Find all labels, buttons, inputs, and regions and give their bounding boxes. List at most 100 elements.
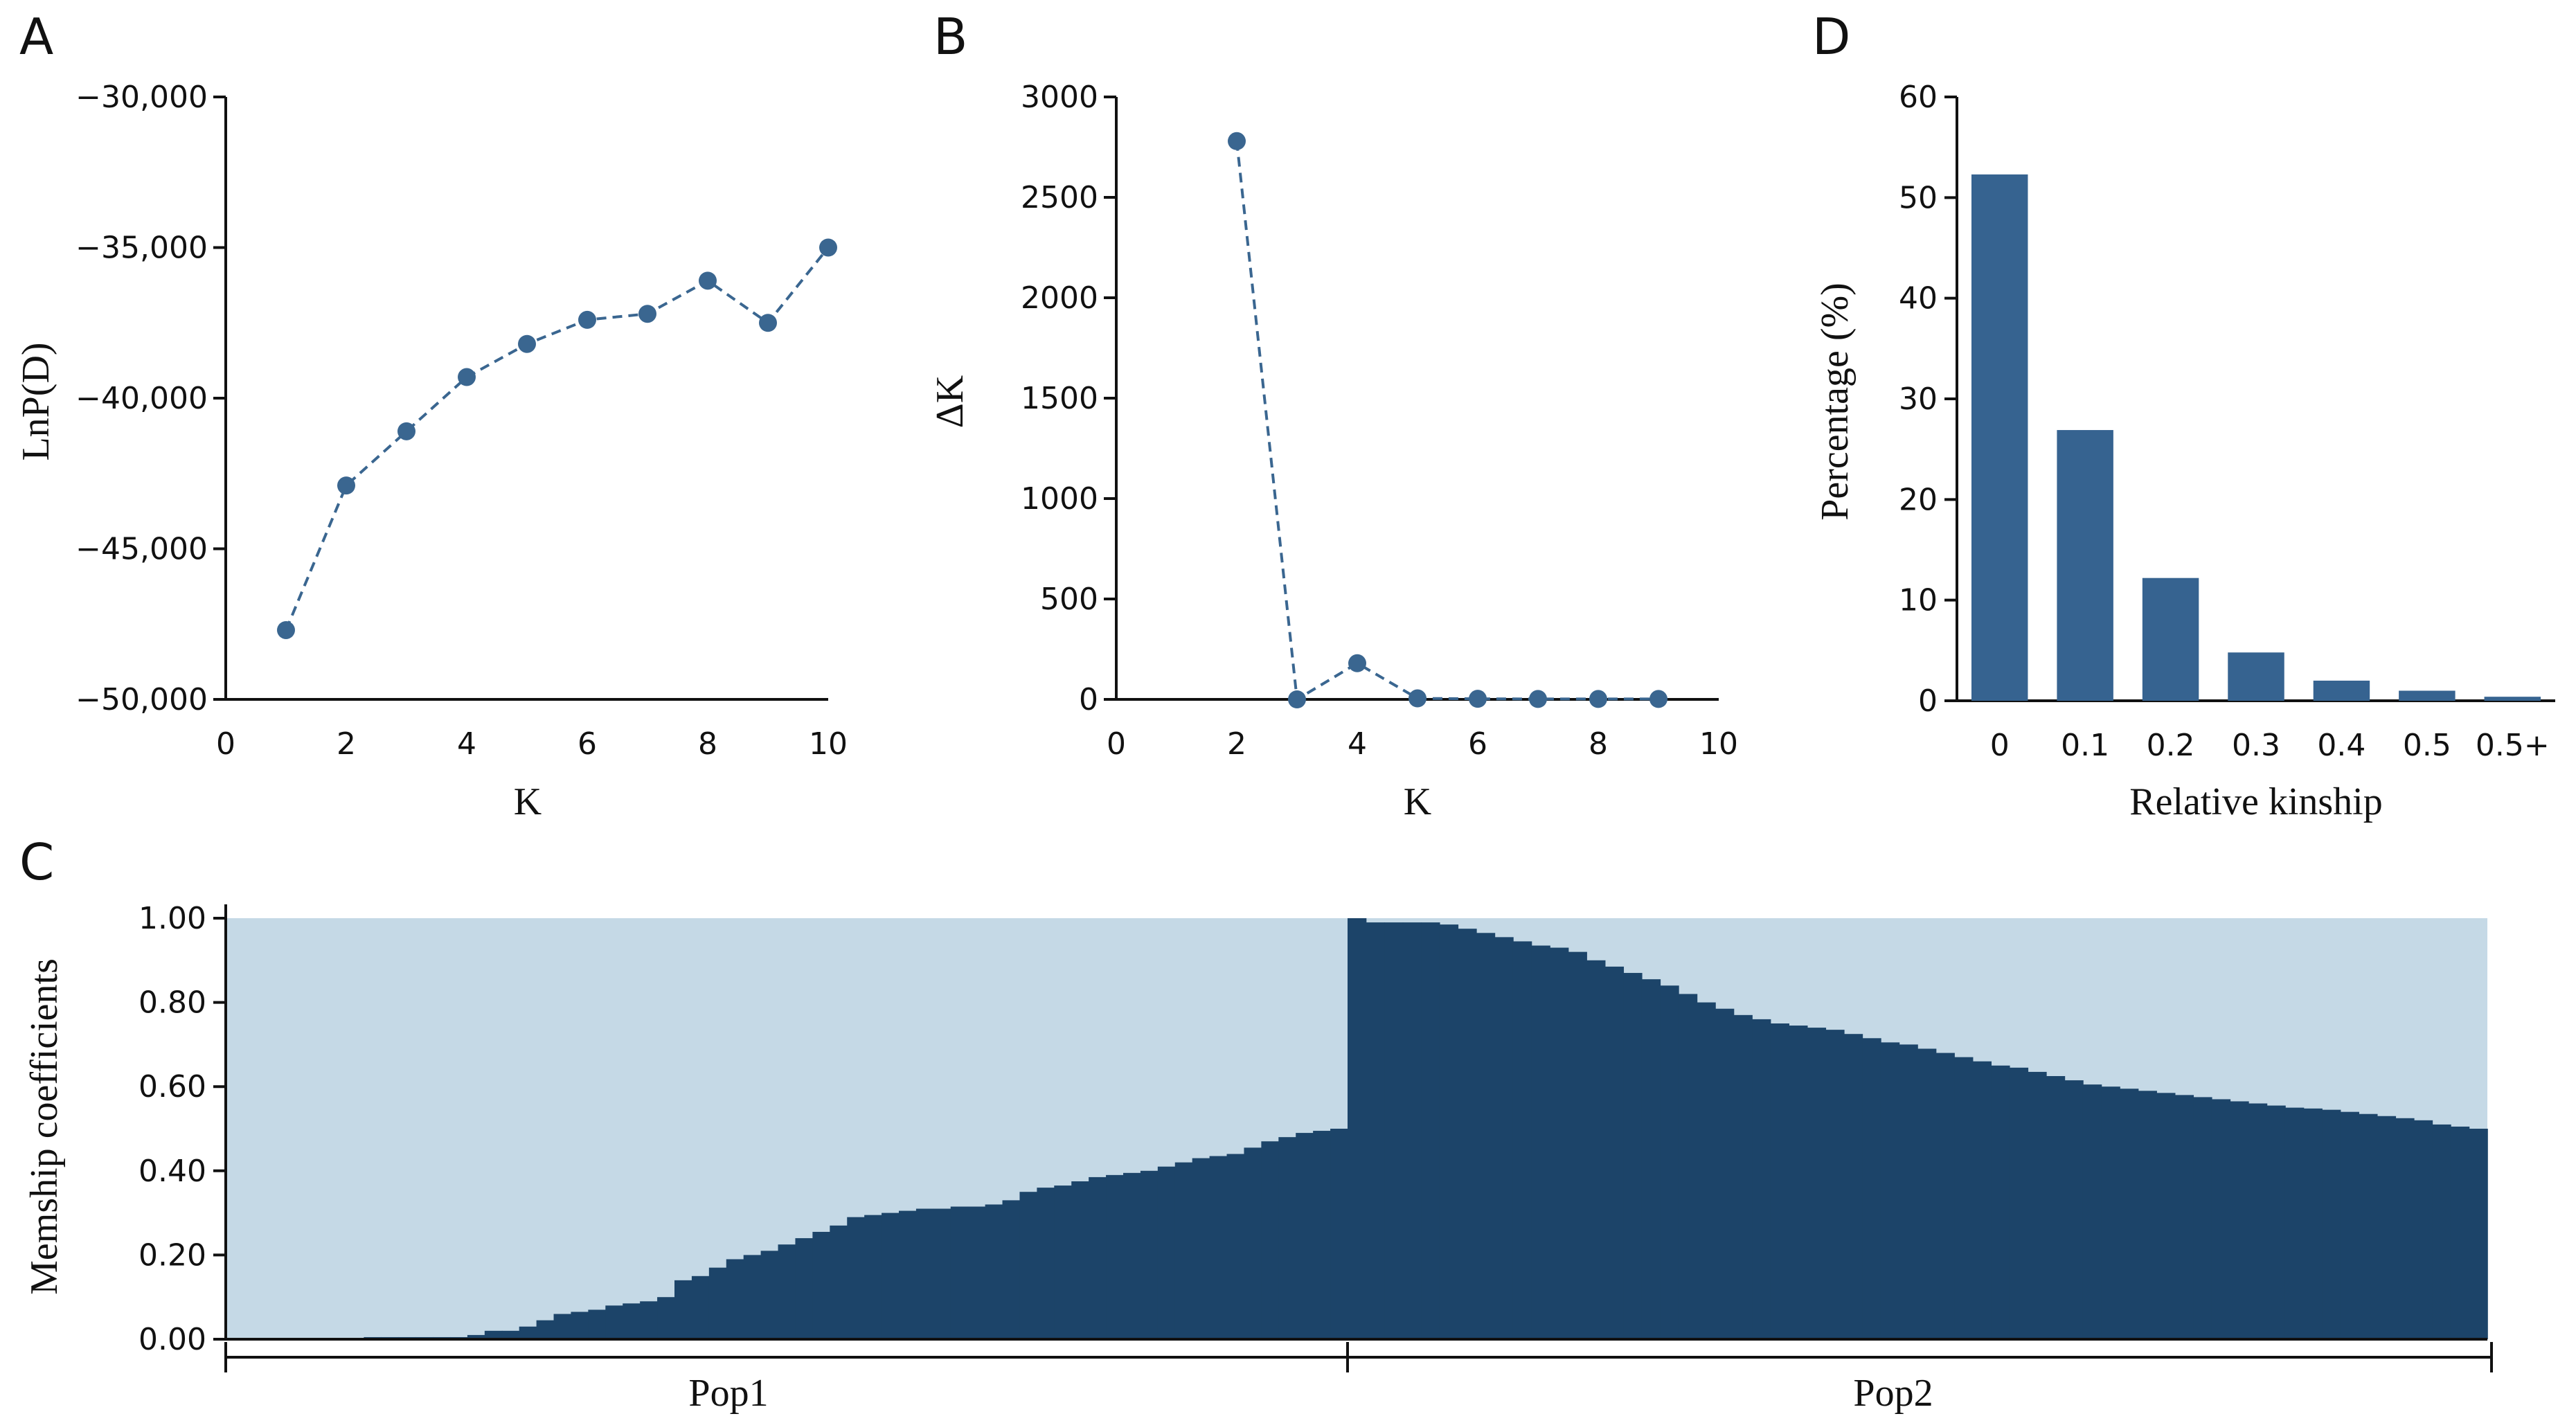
panel-b-data-point: [1589, 690, 1607, 708]
panel-d-y-tick-label: 60: [1899, 80, 1938, 115]
panel-d-x-tick-label: 0.3: [2232, 728, 2280, 763]
panel-c-y-tick-label: 0.40: [138, 1154, 206, 1189]
membership-bar-pop2: [1512, 941, 1532, 1339]
panel-d-x-tick-label: 0.2: [2147, 728, 2195, 763]
panel-b-x-tick-label: 8: [1589, 726, 1608, 762]
panel-a-data-point: [759, 314, 777, 332]
panel-a-x-tick-label: 0: [216, 726, 235, 762]
membership-bar-pop2: [1660, 985, 1679, 1339]
panel-a-y-tick-label: −30,000: [75, 80, 208, 115]
panel-b-y-tick-label: 2000: [1021, 280, 1098, 316]
membership-bar-pop2: [1531, 945, 1550, 1339]
panel-d: D 0 10 20 30 40 50 60 0 0.1 0.2 0.3 0.4 0.5 0.5+ Rela…: [1812, 8, 2555, 823]
group-label-pop1: Pop1: [688, 1372, 768, 1415]
membership-bar-pop2: [2101, 1086, 2120, 1339]
panel-d-x-tick-label: 0.5: [2403, 728, 2451, 763]
membership-bar-pop1: [1123, 1172, 1141, 1339]
membership-bar-pop2: [1880, 1042, 1900, 1339]
panel-b-x-tick-label: 10: [1699, 726, 1738, 762]
membership-bar-pop1: [1054, 1185, 1073, 1339]
membership-bar-pop1: [847, 1217, 865, 1339]
membership-bar-pop2: [2046, 1076, 2066, 1339]
membership-bar-pop1: [519, 1326, 537, 1339]
membership-bar-pop1: [726, 1259, 744, 1339]
membership-bar-pop1: [553, 1314, 572, 1339]
membership-bar-pop2: [1384, 922, 1404, 1339]
membership-bar-pop1: [708, 1267, 727, 1339]
membership-bar-pop2: [2248, 1103, 2268, 1339]
membership-bar-pop2: [1678, 994, 1698, 1339]
membership-bar-pop1: [1019, 1192, 1038, 1339]
membership-bar-pop2: [2432, 1124, 2451, 1339]
panel-a-data-point: [458, 368, 476, 386]
membership-bar-pop1: [985, 1204, 1003, 1339]
membership-bar-pop2: [1623, 973, 1643, 1339]
membership-bar-pop1: [830, 1225, 848, 1339]
panel-a-plot: −50,000 −45,000 −40,000 −35,000 −30,000 0 2 4 6 8…: [75, 80, 848, 762]
panel-a-y-tick-label: −50,000: [75, 682, 208, 717]
membership-bar-pop2: [2450, 1126, 2470, 1339]
panel-d-bar: [2228, 652, 2284, 701]
membership-bar-pop1: [1037, 1188, 1055, 1339]
panel-d-x-tick-label: 0.1: [2061, 728, 2109, 763]
membership-bar-pop2: [1972, 1061, 1992, 1339]
membership-bar-pop1: [933, 1208, 951, 1339]
membership-bar-pop1: [691, 1276, 710, 1339]
membership-bar-pop1: [864, 1215, 882, 1339]
membership-bar-pop1: [882, 1212, 900, 1339]
panel-a-data-point: [638, 305, 656, 323]
panel-d-bar: [1971, 174, 2028, 701]
membership-bar-pop2: [1825, 1030, 1845, 1339]
panel-c-y-tick-label: 0.00: [138, 1322, 206, 1357]
membership-bar-pop1: [605, 1305, 624, 1339]
membership-bar-pop2: [1604, 966, 1625, 1339]
panel-b-y-tick-label: 500: [1040, 582, 1098, 617]
membership-bar-pop1: [536, 1320, 555, 1339]
panel-c-y-tick-label: 0.80: [138, 985, 206, 1021]
membership-bar-pop2: [2174, 1095, 2194, 1339]
membership-bar-pop2: [2266, 1105, 2286, 1339]
membership-bar-pop1: [657, 1297, 675, 1339]
panel-d-plot: 0 10 20 30 40 50 60 0 0.1 0.2 0.3 0.4 0.5 0.5+: [1899, 80, 2555, 763]
panel-d-y-tick-label: 20: [1899, 482, 1938, 517]
panel-b-data-point: [1649, 690, 1667, 708]
panel-d-bar: [2484, 697, 2541, 701]
membership-bar-pop1: [571, 1312, 589, 1339]
membership-bar-pop1: [467, 1334, 485, 1339]
panel-c-y-tick-label: 1.00: [138, 901, 206, 936]
membership-bar-pop2: [1843, 1034, 1863, 1339]
membership-bar-pop2: [1917, 1048, 1937, 1339]
membership-bar-pop2: [2028, 1071, 2047, 1339]
membership-bar-pop1: [674, 1280, 692, 1339]
panel-c-y-tick-label: 0.60: [138, 1069, 206, 1104]
panel-d-y-axis-title: Percentage (%): [1814, 283, 1857, 521]
membership-bar-pop2: [1770, 1023, 1789, 1339]
panel-d-y-tick-label: 10: [1899, 583, 1938, 618]
membership-bar-pop2: [2413, 1120, 2433, 1339]
panel-label-c: C: [19, 833, 54, 891]
membership-bar-pop1: [1157, 1166, 1176, 1339]
panel-a-data-point: [819, 238, 837, 257]
membership-bar-pop1: [1209, 1156, 1228, 1339]
membership-bar-pop2: [2082, 1084, 2102, 1339]
panel-d-y-tick-label: 0: [1918, 683, 1938, 719]
membership-bar-pop2: [2211, 1099, 2231, 1339]
membership-bar-pop1: [1244, 1147, 1262, 1339]
panel-a-data-point: [337, 476, 355, 495]
membership-bar-pop2: [1935, 1053, 1955, 1339]
membership-bar-pop2: [2395, 1118, 2415, 1339]
panel-a-y-tick-label: −35,000: [75, 231, 208, 266]
panel-a-x-tick-label: 10: [809, 726, 848, 762]
panel-b-y-axis-title: ΔK: [929, 375, 972, 428]
membership-bar-pop2: [1402, 922, 1422, 1339]
membership-bar-pop1: [1002, 1200, 1021, 1339]
panel-b-data-point: [1228, 132, 1246, 150]
membership-bar-pop1: [915, 1208, 934, 1339]
panel-b-x-axis-title: K: [1404, 780, 1431, 823]
membership-bar-pop2: [1954, 1057, 1974, 1339]
membership-bar-pop2: [1421, 922, 1440, 1339]
panel-a-data-point: [578, 310, 596, 329]
membership-bar-pop2: [2138, 1091, 2157, 1339]
panel-b-y-tick-label: 0: [1079, 682, 1098, 717]
